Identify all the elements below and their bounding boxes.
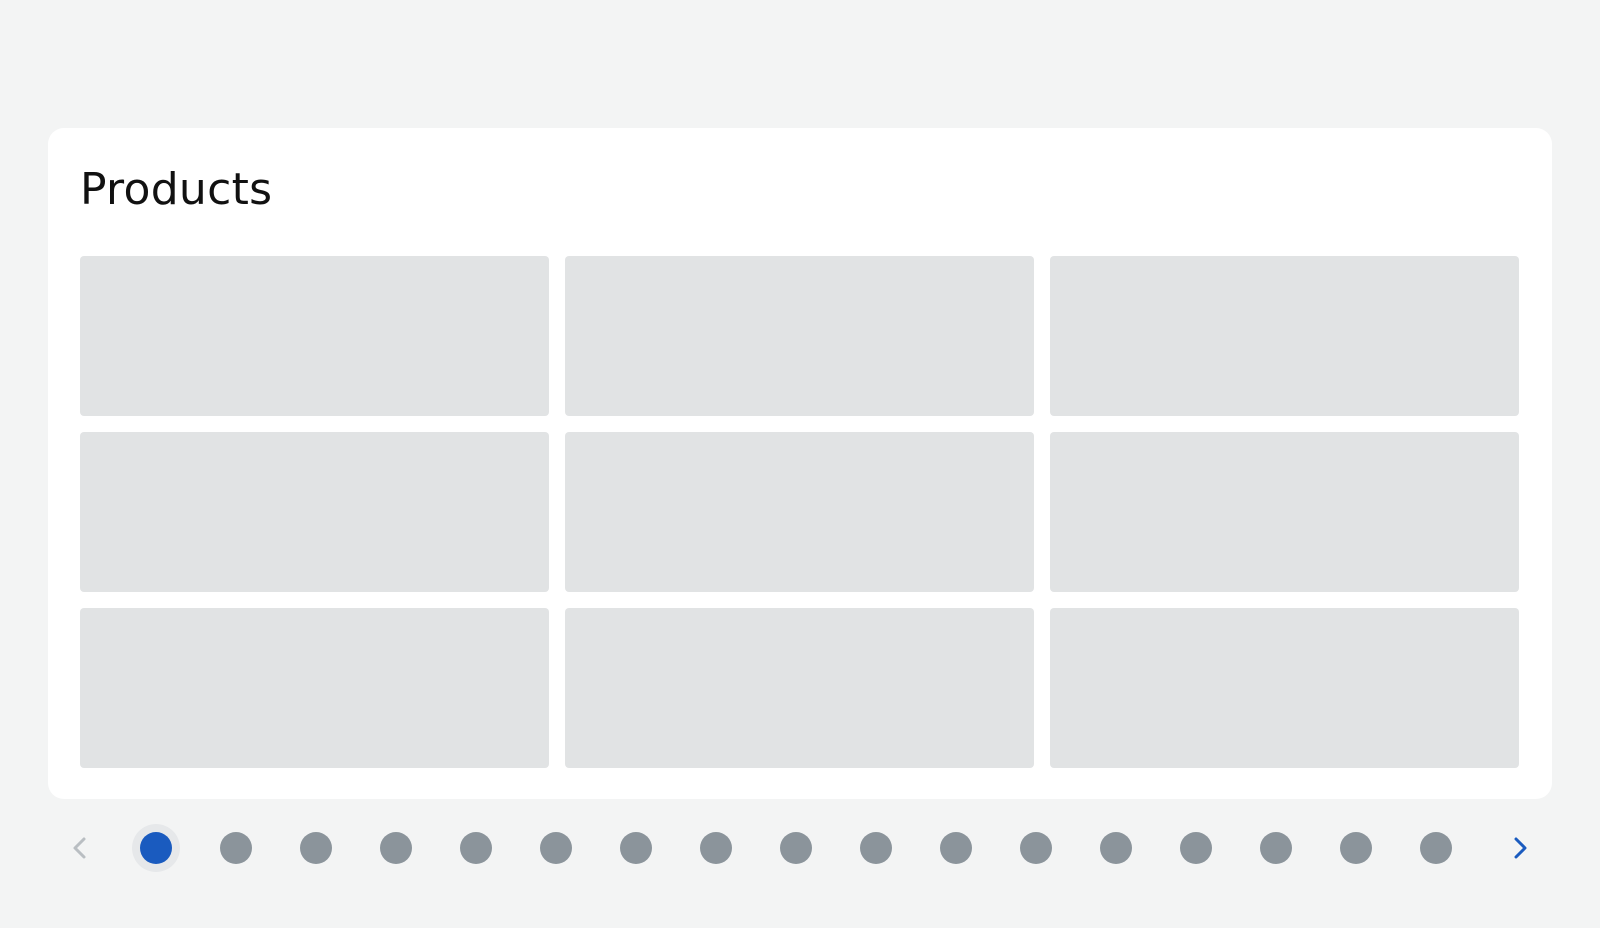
dot-indicator <box>700 832 732 864</box>
page-dot-11[interactable] <box>932 824 980 872</box>
page-dot-5[interactable] <box>452 824 500 872</box>
dot-indicator <box>780 832 812 864</box>
previous-page-button[interactable] <box>64 824 96 872</box>
dot-indicator <box>1100 832 1132 864</box>
page-title: Products <box>80 164 273 215</box>
product-placeholder-tile <box>80 256 549 416</box>
dot-indicator <box>300 832 332 864</box>
dot-indicator <box>620 832 652 864</box>
page-dot-13[interactable] <box>1092 824 1140 872</box>
dot-indicator <box>220 832 252 864</box>
dot-indicator <box>860 832 892 864</box>
dot-indicator <box>1020 832 1052 864</box>
dot-indicator <box>1260 832 1292 864</box>
page-dot-7[interactable] <box>612 824 660 872</box>
dot-indicator <box>460 832 492 864</box>
product-placeholder-tile <box>1050 608 1519 768</box>
page-dot-16[interactable] <box>1332 824 1380 872</box>
dot-indicator <box>1180 832 1212 864</box>
product-placeholder-tile <box>1050 256 1519 416</box>
page-dot-8[interactable] <box>692 824 740 872</box>
pagination <box>64 824 1536 872</box>
dot-indicator <box>1340 832 1372 864</box>
page-dot-14[interactable] <box>1172 824 1220 872</box>
page-dot-9[interactable] <box>772 824 820 872</box>
active-dot-indicator <box>140 832 172 864</box>
page-dot-6[interactable] <box>532 824 580 872</box>
product-placeholder-tile <box>80 432 549 592</box>
page-dot-3[interactable] <box>292 824 340 872</box>
product-placeholder-tile <box>565 432 1034 592</box>
products-card: Products <box>48 128 1552 799</box>
product-placeholder-tile <box>80 608 549 768</box>
product-grid <box>80 256 1520 768</box>
page-dot-15[interactable] <box>1252 824 1300 872</box>
page-dot-12[interactable] <box>1012 824 1060 872</box>
page-dot-17[interactable] <box>1412 824 1460 872</box>
page-dot-1[interactable] <box>132 824 180 872</box>
page-dot-4[interactable] <box>372 824 420 872</box>
product-placeholder-tile <box>565 256 1034 416</box>
product-placeholder-tile <box>565 608 1034 768</box>
product-placeholder-tile <box>1050 432 1519 592</box>
dot-indicator <box>940 832 972 864</box>
dot-indicator <box>380 832 412 864</box>
dot-indicator <box>1420 832 1452 864</box>
chevron-right-icon <box>1514 837 1527 859</box>
page-dot-2[interactable] <box>212 824 260 872</box>
chevron-left-icon <box>73 837 86 859</box>
next-page-button[interactable] <box>1504 824 1536 872</box>
dot-indicator <box>540 832 572 864</box>
page-dot-10[interactable] <box>852 824 900 872</box>
